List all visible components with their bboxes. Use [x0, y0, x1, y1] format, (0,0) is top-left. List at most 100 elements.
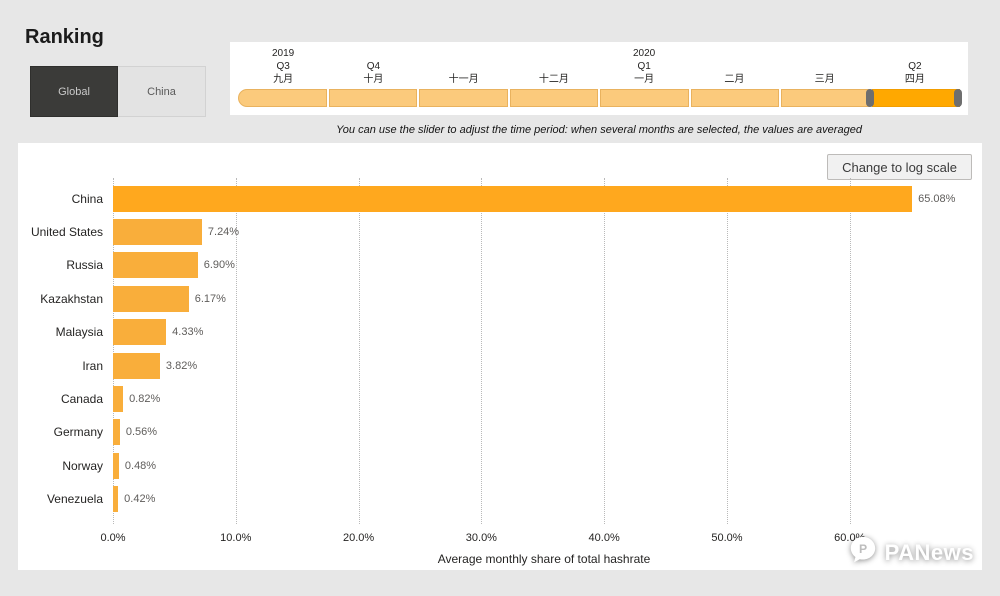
- value-label: 0.56%: [125, 426, 158, 439]
- bar-cell: 3.82%: [113, 349, 975, 382]
- slider-handle-left[interactable]: [865, 89, 874, 107]
- timeline-label-col: 十一月: [419, 47, 509, 86]
- bar[interactable]: [113, 185, 913, 212]
- x-tick-label: 30.0%: [465, 532, 497, 544]
- timeline-track[interactable]: [238, 89, 962, 107]
- slider-handle-right[interactable]: [954, 89, 962, 107]
- timeline-segment[interactable]: [419, 89, 508, 107]
- x-tick-label: 40.0%: [588, 532, 620, 544]
- timeline-quarter-label: Q1: [637, 61, 651, 72]
- country-label: United States: [30, 225, 103, 240]
- country-label: Venezuela: [46, 492, 103, 507]
- chart-row: Canada 0.82%: [18, 382, 975, 415]
- value-label: 0.82%: [129, 393, 161, 406]
- chart-row: China 65.08%: [18, 182, 975, 215]
- bar[interactable]: [113, 219, 202, 246]
- bar-cell: 0.56%: [113, 416, 975, 449]
- timeline-quarter-label: [419, 60, 509, 73]
- timeline-segment[interactable]: [509, 89, 598, 107]
- country-label: Canada: [60, 392, 103, 407]
- timeline-year-label: [509, 47, 599, 60]
- bar-rows: China 65.08% United States 7.24% Russia 6.90%…: [18, 182, 975, 516]
- panews-watermark: P PANews: [848, 535, 974, 570]
- bar[interactable]: [113, 285, 189, 312]
- timeline-month-label: 十一月: [448, 74, 479, 85]
- bar[interactable]: [113, 352, 160, 379]
- timeline-year-label: 2019: [272, 48, 295, 59]
- timeline-quarter-label: [509, 60, 599, 73]
- country-label: Norway: [62, 458, 103, 473]
- timeline-label-col: Q2 四月: [870, 47, 960, 86]
- timeline-segment[interactable]: [238, 89, 327, 107]
- timeline-label-col: 2020 Q1 一月: [599, 47, 689, 86]
- timeline-segment[interactable]: [690, 89, 779, 107]
- timeline-month-label: 四月: [904, 74, 925, 85]
- value-label: 0.48%: [124, 459, 157, 472]
- bar-cell: 6.90%: [113, 249, 975, 282]
- global-button[interactable]: Global: [30, 66, 118, 117]
- timeline-label-col: 二月: [689, 47, 779, 86]
- chart-row: Norway 0.48%: [18, 449, 975, 482]
- timeline-quarter-label: Q3: [276, 61, 290, 72]
- svg-text:P: P: [859, 542, 867, 556]
- x-tick-label: 50.0%: [711, 532, 743, 544]
- bar[interactable]: [113, 319, 167, 346]
- timeline-quarter-label: [689, 60, 779, 73]
- bar-cell: 6.17%: [113, 282, 975, 315]
- timeline-segment[interactable]: [328, 89, 417, 107]
- country-label: Kazakhstan: [40, 291, 103, 306]
- timeline-month-label: 一月: [634, 74, 655, 85]
- china-button[interactable]: China: [118, 66, 206, 117]
- log-scale-button[interactable]: Change to log scale: [827, 154, 972, 180]
- bar-cell: 4.33%: [113, 316, 975, 349]
- value-label: 3.82%: [165, 359, 198, 372]
- timeline-year-label: [328, 47, 418, 60]
- timeline-segment[interactable]: [600, 89, 689, 107]
- x-tick-label: 10.0%: [220, 532, 252, 544]
- chart-row: Germany 0.56%: [18, 416, 975, 449]
- chart-row: Kazakhstan 6.17%: [18, 282, 975, 315]
- timeline-label-col: Q4 十月: [328, 47, 418, 86]
- timeline-quarter-label: Q2: [908, 61, 922, 72]
- page-title: Ranking: [25, 26, 104, 48]
- timeline-segment[interactable]: [871, 89, 960, 107]
- value-label: 65.08%: [918, 192, 956, 205]
- timeline-card: 2019 Q3 九月 Q4 十月 十一月 十二月 2020 Q1 一月 二月 三月 Q2 四月: [230, 42, 968, 115]
- timeline-label-col: 2019 Q3 九月: [238, 47, 328, 86]
- bar[interactable]: [113, 252, 198, 279]
- value-label: 6.90%: [203, 259, 235, 272]
- bar[interactable]: [113, 486, 119, 513]
- timeline-label-col: 十二月: [509, 47, 599, 86]
- chart-row: Russia 6.90%: [18, 249, 975, 282]
- bar-cell: 0.82%: [113, 382, 975, 415]
- bar[interactable]: [113, 386, 124, 413]
- timeline-month-label: 二月: [724, 74, 745, 85]
- timeline-label-col: 三月: [780, 47, 870, 86]
- x-tick-label: 0.0%: [100, 532, 126, 544]
- bar[interactable]: [113, 452, 119, 479]
- country-label: Iran: [82, 358, 103, 373]
- timeline-month-label: 三月: [814, 74, 835, 85]
- value-label: 6.17%: [194, 292, 226, 305]
- bar[interactable]: [113, 419, 120, 446]
- value-label: 7.24%: [207, 226, 240, 239]
- chart-row: Venezuela 0.42%: [18, 483, 975, 516]
- timeline-month-label: 九月: [273, 74, 294, 85]
- bar-cell: 65.08%: [113, 182, 975, 215]
- timeline-month-label: 十二月: [538, 74, 569, 85]
- timeline-quarter-label: Q4: [366, 61, 381, 72]
- timeline-year-label: [870, 47, 960, 60]
- panews-logo-icon: P: [848, 535, 878, 570]
- bar-cell: 7.24%: [113, 215, 975, 248]
- timeline-labels: 2019 Q3 九月 Q4 十月 十一月 十二月 2020 Q1 一月 二月 三月 Q2 四月: [238, 47, 960, 86]
- slider-note: You can use the slider to adjust the tim…: [336, 124, 862, 136]
- timeline-segment[interactable]: [781, 89, 870, 107]
- x-axis-label: Average monthly share of total hashrate: [437, 552, 651, 566]
- timeline-month-label: 十月: [363, 74, 384, 85]
- timeline-year-label: [419, 47, 509, 60]
- country-label: China: [71, 191, 103, 206]
- chart-row: Malaysia 4.33%: [18, 316, 975, 349]
- x-axis-ticks: 0.0% 10.0% 20.0% 30.0% 40.0% 50.0% 60.0%: [100, 532, 975, 546]
- timeline-year-label: [780, 47, 870, 60]
